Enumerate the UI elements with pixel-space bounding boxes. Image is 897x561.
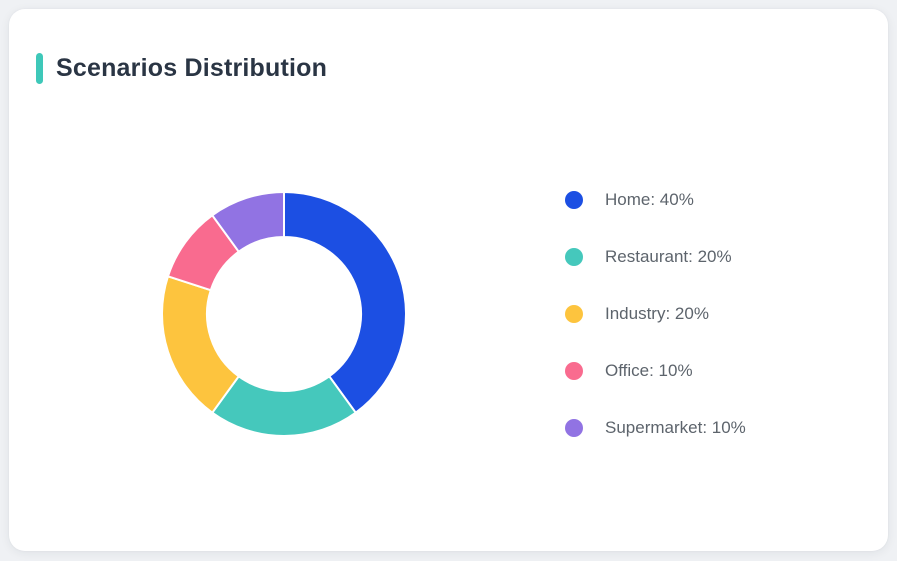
- donut-chart: [161, 191, 407, 437]
- legend-label-office: Office: 10%: [605, 360, 693, 380]
- legend-item-industry[interactable]: Industry: 20%: [565, 285, 746, 342]
- legend-item-home[interactable]: Home: 40%: [565, 171, 746, 228]
- legend-dot-supermarket: [565, 418, 583, 437]
- legend-label-industry: Industry: 20%: [605, 303, 709, 323]
- legend-dot-industry: [565, 304, 583, 323]
- donut-slice-supermarket[interactable]: [211, 191, 285, 253]
- legend-label-supermarket: Supermarket: 10%: [605, 417, 746, 437]
- legend-dot-home: [565, 190, 583, 209]
- legend-item-restaurant[interactable]: Restaurant: 20%: [565, 228, 746, 285]
- card-header: Scenarios Distribution: [36, 53, 327, 84]
- donut-slice-home[interactable]: [283, 191, 407, 414]
- donut-slice-restaurant[interactable]: [211, 375, 357, 437]
- legend-label-home: Home: 40%: [605, 189, 694, 209]
- legend-dot-restaurant: [565, 247, 583, 266]
- donut-slice-industry[interactable]: [161, 275, 240, 414]
- scenarios-distribution-card: Scenarios Distribution Home: 40% Restaura…: [9, 9, 888, 551]
- legend-item-office[interactable]: Office: 10%: [565, 342, 746, 399]
- legend-label-restaurant: Restaurant: 20%: [605, 246, 732, 266]
- chart-legend: Home: 40% Restaurant: 20% Industry: 20% Off…: [565, 171, 746, 456]
- legend-dot-office: [565, 361, 583, 380]
- legend-item-supermarket[interactable]: Supermarket: 10%: [565, 399, 746, 456]
- title-accent-bar: [36, 53, 43, 84]
- page-title: Scenarios Distribution: [56, 54, 328, 82]
